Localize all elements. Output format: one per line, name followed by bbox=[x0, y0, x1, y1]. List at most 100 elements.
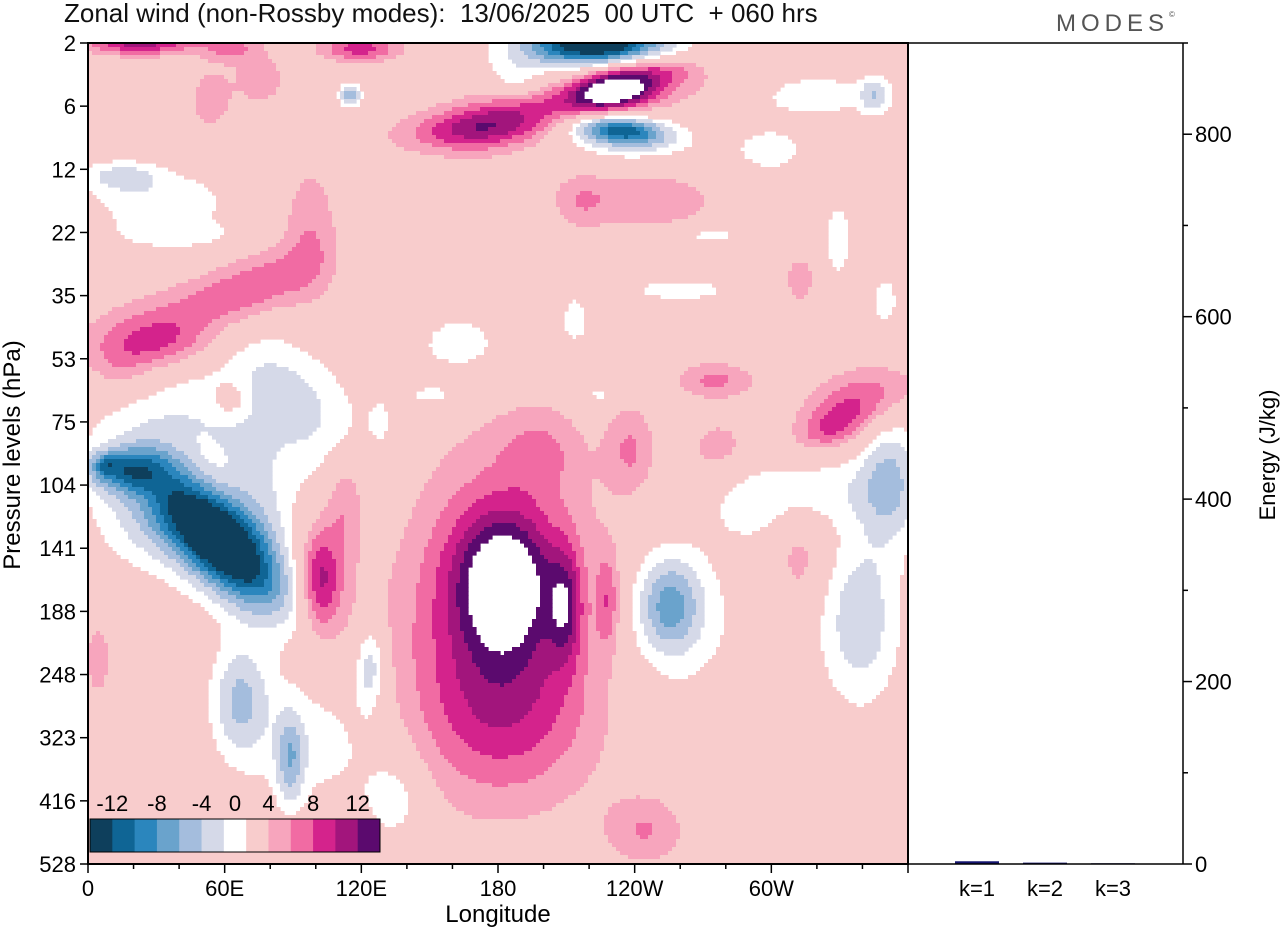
heatmap-cell bbox=[572, 567, 581, 572]
heatmap-cell bbox=[708, 559, 789, 564]
bar-category-label: k=1 bbox=[959, 876, 995, 901]
heatmap-cell bbox=[332, 523, 345, 528]
heatmap-cell bbox=[232, 275, 317, 280]
heatmap-cell bbox=[196, 111, 225, 116]
heatmap-cell bbox=[324, 455, 445, 460]
heatmap-cell bbox=[120, 499, 137, 504]
heatmap-cell bbox=[148, 523, 161, 528]
heatmap-cell bbox=[432, 143, 509, 148]
heatmap-cell bbox=[444, 455, 497, 460]
heatmap-cell bbox=[588, 619, 597, 624]
heatmap-cell bbox=[564, 551, 577, 556]
heatmap-cell bbox=[580, 571, 589, 576]
heatmap-cell bbox=[544, 99, 565, 104]
heatmap-cell bbox=[700, 667, 829, 672]
heatmap-cell bbox=[88, 267, 217, 272]
heatmap-cell bbox=[508, 411, 561, 416]
heatmap-cell bbox=[300, 771, 305, 776]
heatmap-cell bbox=[196, 339, 213, 344]
heatmap-cell bbox=[296, 243, 321, 248]
heatmap-cell bbox=[456, 595, 469, 600]
heatmap-cell bbox=[356, 587, 389, 592]
heatmap-cell bbox=[88, 67, 237, 72]
heatmap-cell bbox=[336, 271, 789, 276]
heatmap-cell bbox=[152, 491, 173, 496]
heatmap-cell bbox=[284, 291, 325, 296]
heatmap-cell bbox=[452, 655, 473, 660]
heatmap-cell bbox=[656, 123, 665, 128]
heatmap-cell bbox=[176, 559, 185, 564]
heatmap-cell bbox=[692, 587, 705, 592]
heatmap-cell bbox=[260, 543, 269, 548]
heatmap-cell bbox=[88, 135, 389, 140]
heatmap-cell bbox=[116, 511, 133, 516]
heatmap-cell bbox=[284, 731, 297, 736]
heatmap-cell bbox=[244, 519, 253, 524]
heatmap-cell bbox=[656, 95, 669, 100]
heatmap-cell bbox=[588, 575, 597, 580]
heatmap-cell bbox=[412, 627, 433, 632]
heatmap-cell bbox=[260, 531, 269, 536]
heatmap-cell bbox=[464, 95, 533, 100]
heatmap-cell bbox=[272, 571, 281, 576]
heatmap-cell bbox=[604, 595, 609, 600]
heatmap-cell bbox=[220, 495, 233, 500]
heatmap-cell bbox=[96, 631, 101, 636]
heatmap-cell bbox=[244, 419, 321, 424]
heatmap-cell bbox=[480, 515, 525, 520]
heatmap-cell bbox=[608, 111, 861, 116]
heatmap-cell bbox=[316, 615, 333, 620]
heatmap-cell bbox=[448, 571, 461, 576]
heatmap-cell bbox=[412, 735, 433, 740]
heatmap-cell bbox=[564, 55, 609, 60]
heatmap-cell bbox=[448, 591, 457, 596]
heatmap-cell bbox=[692, 135, 753, 140]
heatmap-cell bbox=[432, 603, 449, 608]
heatmap-cell bbox=[88, 247, 269, 252]
heatmap-cell bbox=[652, 567, 693, 572]
heatmap-cell bbox=[476, 475, 561, 480]
heatmap-cell bbox=[388, 587, 417, 592]
heatmap-cell bbox=[236, 615, 289, 620]
heatmap-cell bbox=[444, 543, 457, 548]
heatmap-cell bbox=[820, 423, 849, 428]
heatmap-cell bbox=[216, 591, 229, 596]
heatmap-cell bbox=[236, 583, 265, 588]
heatmap-cell bbox=[296, 579, 305, 584]
heatmap-cell bbox=[388, 51, 405, 56]
heatmap-cell bbox=[352, 403, 377, 408]
heatmap-cell bbox=[432, 731, 457, 736]
heatmap-cell bbox=[672, 103, 777, 108]
heatmap-cell bbox=[720, 579, 829, 584]
heatmap-cell bbox=[88, 251, 261, 256]
heatmap-cell bbox=[516, 523, 537, 528]
heatmap-cell bbox=[820, 439, 833, 444]
heatmap-cell bbox=[700, 447, 733, 452]
heatmap-cell bbox=[680, 591, 693, 596]
heatmap-cell bbox=[392, 631, 413, 636]
heatmap-cell bbox=[616, 567, 641, 572]
heatmap-cell bbox=[900, 371, 908, 376]
heatmap-cell bbox=[148, 535, 161, 540]
heatmap-cell bbox=[360, 559, 397, 564]
heatmap-cell bbox=[552, 43, 561, 48]
heatmap-cell bbox=[360, 543, 401, 548]
heatmap-cell bbox=[588, 567, 601, 572]
heatmap-cell bbox=[576, 87, 581, 92]
heatmap-cell bbox=[548, 51, 561, 56]
heatmap-cell bbox=[440, 551, 457, 556]
heatmap-cell bbox=[524, 51, 537, 56]
heatmap-cell bbox=[576, 195, 601, 200]
heatmap-cell bbox=[572, 587, 577, 592]
heatmap-cell bbox=[788, 563, 809, 568]
heatmap-cell bbox=[636, 827, 653, 832]
heatmap-cell bbox=[272, 611, 289, 616]
heatmap-cell bbox=[632, 55, 645, 60]
heatmap-cell bbox=[580, 111, 609, 116]
heatmap-cell bbox=[812, 411, 829, 416]
heatmap-cell bbox=[188, 571, 201, 576]
heatmap-cell bbox=[404, 819, 605, 824]
heatmap-cell bbox=[88, 811, 285, 816]
heatmap-cell bbox=[296, 195, 329, 200]
heatmap-cell bbox=[136, 439, 161, 444]
